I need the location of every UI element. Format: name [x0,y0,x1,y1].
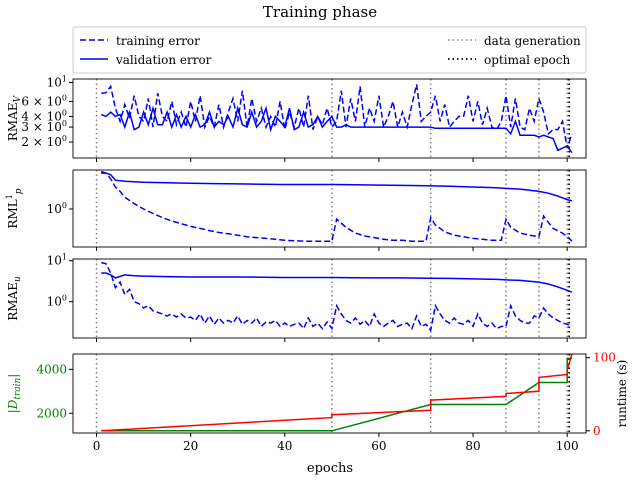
legend-label-validation-error: validation error [115,53,212,67]
figure-title: Training phase [263,3,377,21]
y-tick-label: 2 × 100 [21,134,67,149]
series-line [101,354,573,432]
y-tick-label: 100 [47,294,67,309]
x-axis-label: epochs [307,461,353,476]
axes-frame [72,78,587,159]
series-line [101,261,573,333]
subplot-3: 101 100 RMAEu [6,253,587,342]
y-tick-label: 2000 [36,406,67,420]
series-line [101,172,573,202]
y-tick-label: 3 × 100 [21,119,67,134]
series-line [101,84,573,149]
axes-frame [72,353,587,434]
axes-frame [72,169,587,248]
y-tick-label: 100 [47,201,67,216]
y-tick-label: 101 [47,253,67,268]
y-axis-label: |Dtrain| [6,374,23,414]
y-axis-label: RML1p [5,188,24,228]
x-tick-label: 80 [465,439,480,453]
axes-frame [72,258,587,339]
legend-frame [72,26,587,74]
x-tick-label: 60 [371,439,386,453]
y2-tick-label: 0 [593,424,601,438]
y-tick-label: 6 × 100 [21,93,67,108]
y-tick-label: 4 × 100 [21,108,67,123]
y-tick-label: 101 [47,75,67,90]
series-line [100,170,573,242]
y2-tick-label: 100 [593,351,616,365]
y-axis-label: RMAEu [6,276,23,321]
series-line [101,357,572,432]
legend-label-optimal-epoch: optimal epoch [484,53,570,67]
x-tick-label: 20 [183,439,198,453]
legend-label-training-error: training error [116,34,200,48]
subplot-2: 100 RML1p [5,169,587,251]
y2-axis-label: runtime (s) [615,360,629,428]
x-tick-label: 40 [277,439,292,453]
legend-label-data-generation: data generation [484,34,581,48]
x-tick-label: 100 [556,439,579,453]
x-tick-label: 0 [93,439,101,453]
y-tick-label: 4000 [36,362,67,376]
series-line [100,105,573,154]
legend: training error validation error data gen… [72,26,587,74]
y-axis-label: RMAEV [6,94,23,141]
series-line [101,272,573,293]
